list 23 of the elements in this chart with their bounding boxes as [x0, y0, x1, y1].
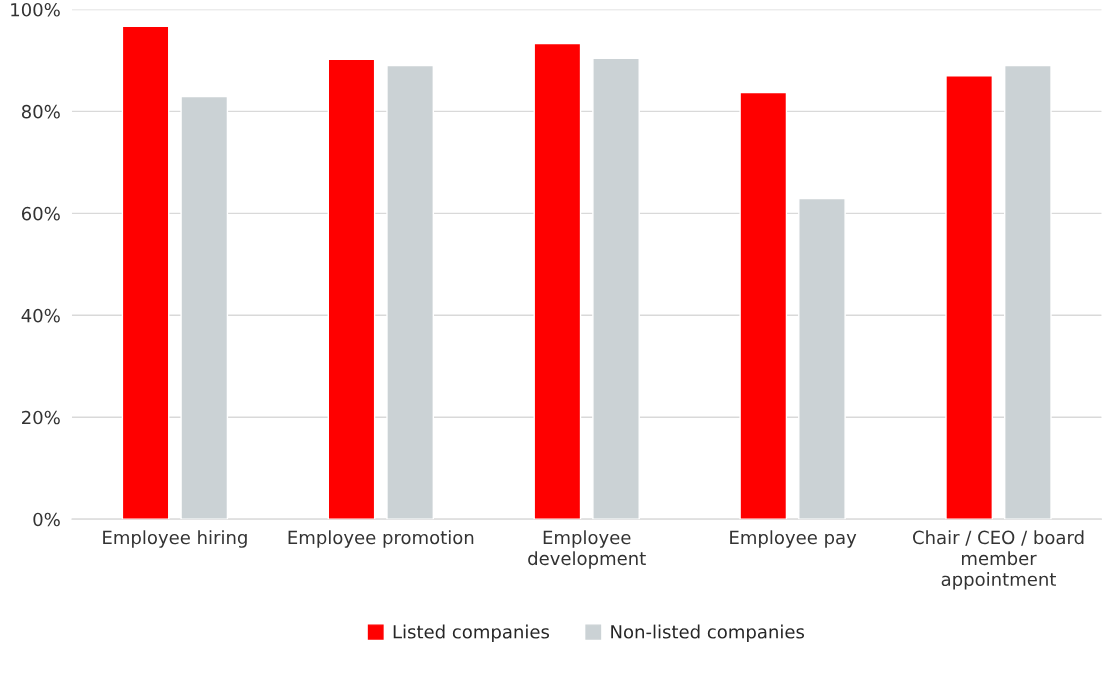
x-tick-label: Employee hiring — [103, 530, 247, 548]
bar — [592, 57, 640, 520]
y-tick-label: 0% — [33, 512, 60, 527]
bar — [327, 58, 376, 520]
x-tick-label: Chair / CEO / board member appointment — [913, 530, 1084, 590]
bar — [121, 25, 170, 520]
legend-label: Non-listed companies — [611, 624, 805, 643]
bar — [945, 75, 994, 520]
x-tick-label: Employee pay — [730, 530, 857, 548]
y-tick-label: 20% — [22, 410, 60, 425]
x-tick-label: Employee development — [528, 530, 646, 569]
y-tick-label: 100% — [11, 2, 60, 17]
y-tick-label: 40% — [21, 308, 60, 323]
bar — [386, 64, 435, 520]
y-tick-label: 80% — [21, 104, 60, 119]
bar — [1003, 64, 1052, 520]
bar — [180, 95, 229, 520]
bar — [798, 197, 846, 520]
legend-label: Listed companies — [393, 624, 550, 643]
x-tick-label: Employee promotion — [288, 530, 474, 548]
bar — [739, 91, 788, 520]
y-tick-label: 60% — [21, 206, 60, 221]
bar — [533, 42, 582, 520]
